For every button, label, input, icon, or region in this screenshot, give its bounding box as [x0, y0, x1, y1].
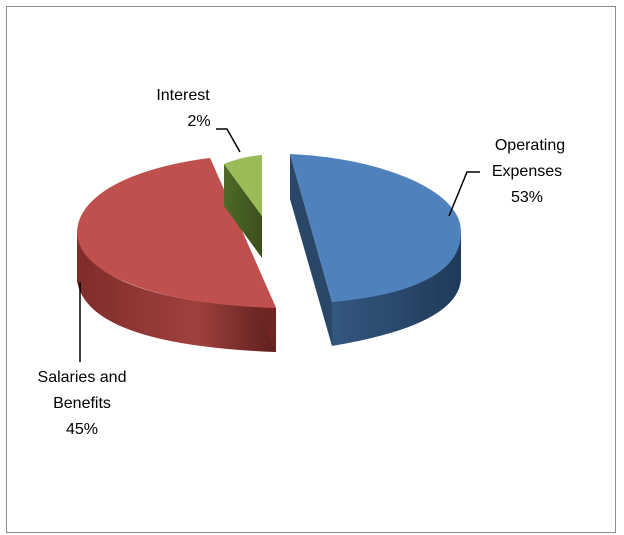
label-salaries-benefits-percent: 45%: [66, 421, 98, 438]
leader-line-operating-expenses: [448, 171, 480, 217]
slice-salaries-benefits-side: [77, 232, 276, 352]
slice-operating-expenses-cut-face: [290, 154, 332, 346]
label-operating-expenses-line1: Operating: [495, 137, 565, 154]
slice-interest-top: [224, 155, 262, 216]
leader-line-interest: [216, 128, 241, 153]
label-interest-name: Interest: [156, 87, 210, 104]
label-operating-expenses-line2: Expenses: [492, 163, 562, 180]
label-operating-expenses-percent: 53%: [511, 189, 543, 206]
label-salaries-benefits-line2: Benefits: [53, 395, 111, 412]
slice-interest-side: [224, 164, 262, 258]
slice-operating-expenses-top: [290, 154, 462, 302]
label-interest-percent: 2%: [187, 113, 210, 130]
label-salaries-benefits-line1: Salaries and: [38, 369, 127, 386]
slice-interest: [224, 155, 262, 258]
slice-operating-expenses: [290, 154, 462, 346]
